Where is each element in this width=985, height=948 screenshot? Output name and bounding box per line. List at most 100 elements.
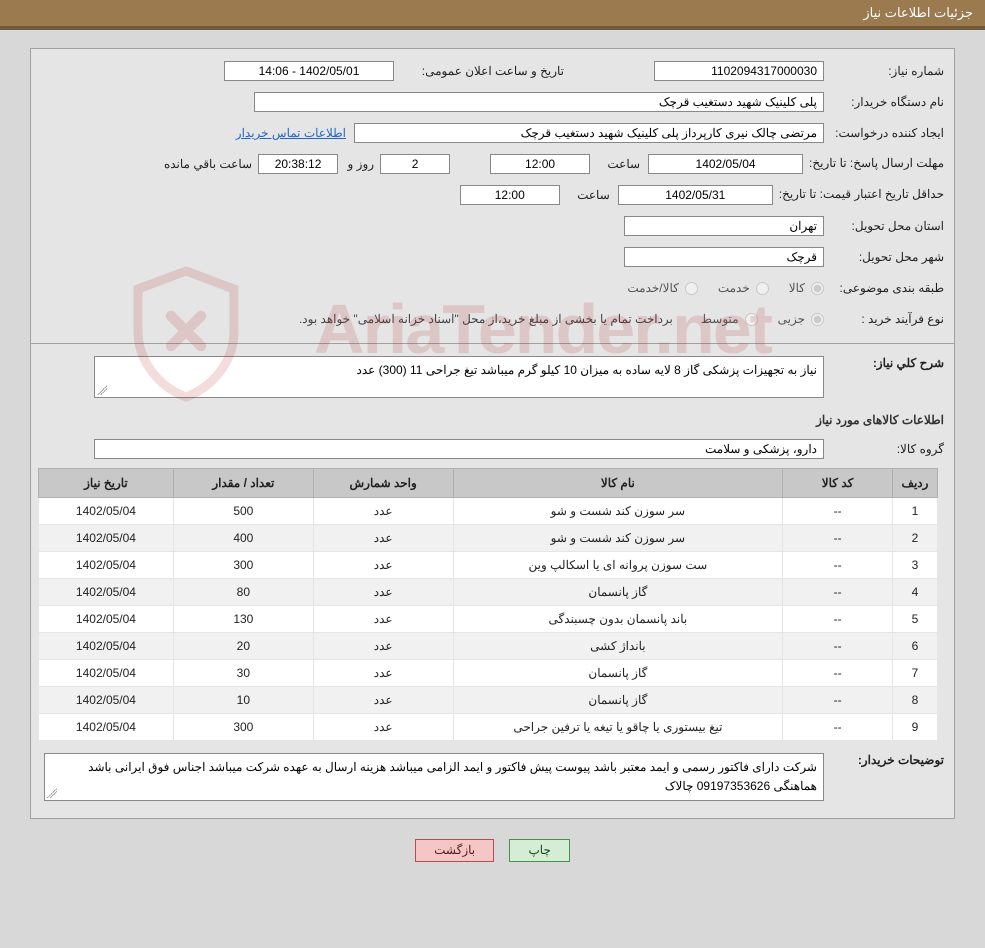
need-number: 1102094317000030	[654, 61, 824, 81]
radio-medium[interactable]: متوسط	[701, 312, 758, 326]
cell-row: 6	[893, 633, 938, 660]
cell-name: سر سوزن کند شست و شو	[453, 525, 783, 552]
th-row: ردیف	[893, 469, 938, 498]
cell-name: تیغ بیستوری یا چاقو یا تیغه یا ترفین جرا…	[453, 714, 783, 741]
cell-qty: 20	[173, 633, 313, 660]
radio-goods[interactable]: کالا	[789, 281, 824, 295]
deadline-label: مهلت ارسال پاسخ: تا تاریخ:	[803, 156, 944, 172]
cell-unit: عدد	[313, 660, 453, 687]
cell-code: --	[783, 660, 893, 687]
cell-qty: 400	[173, 525, 313, 552]
announce-date: 14:06 - 1402/05/01	[224, 61, 394, 81]
cell-name: بانداژ کشی	[453, 633, 783, 660]
print-button[interactable]: چاپ	[509, 839, 569, 862]
radio-service-label: خدمت	[718, 281, 750, 295]
cell-code: --	[783, 606, 893, 633]
items-table: ردیف کد کالا نام کالا واحد شمارش تعداد /…	[38, 468, 938, 741]
contact-link[interactable]: اطلاعات تماس خریدار	[236, 126, 346, 140]
province-label: استان محل تحویل:	[824, 219, 944, 233]
cell-unit: عدد	[313, 633, 453, 660]
table-row: 8--گاز پانسمانعدد101402/05/04	[39, 687, 938, 714]
buyer-org: پلی کلینیک شهید دستغیب قرچک	[254, 92, 824, 112]
cell-qty: 500	[173, 498, 313, 525]
cell-code: --	[783, 552, 893, 579]
radio-partial[interactable]: جزیی	[778, 312, 824, 326]
validity-date: 1402/05/31	[618, 185, 773, 205]
cell-row: 2	[893, 525, 938, 552]
buyer-notes-label: توضیحات خریدار:	[824, 753, 944, 767]
city-label: شهر محل تحویل:	[824, 250, 944, 264]
cell-date: 1402/05/04	[39, 498, 174, 525]
cell-name: باند پانسمان بدون چسبندگی	[453, 606, 783, 633]
need-number-label: شماره نیاز:	[824, 64, 944, 78]
delivery-province: تهران	[624, 216, 824, 236]
page-title: جزئیات اطلاعات نیاز	[863, 5, 973, 21]
cell-name: گاز پانسمان	[453, 579, 783, 606]
buyer-notes-text: شرکت دارای فاکتور رسمی و ایمد معتبر باشد…	[88, 760, 817, 793]
cell-unit: عدد	[313, 714, 453, 741]
cell-unit: عدد	[313, 552, 453, 579]
cell-name: سر سوزن کند شست و شو	[453, 498, 783, 525]
summary-label: شرح کلي نياز:	[824, 356, 944, 370]
cell-date: 1402/05/04	[39, 660, 174, 687]
deadline-date: 1402/05/04	[648, 154, 803, 174]
need-summary-text: نیاز به تجهیزات پزشکی گاز 8 لایه ساده به…	[357, 363, 818, 377]
radio-goods-service-label: کالا/خدمت	[627, 281, 678, 295]
time-label-2: ساعت	[560, 188, 610, 202]
th-name: نام کالا	[453, 469, 783, 498]
back-button[interactable]: بازگشت	[415, 839, 494, 862]
radio-service[interactable]: خدمت	[718, 281, 769, 295]
button-row: چاپ بازگشت	[0, 829, 985, 870]
buyer-notes: شرکت دارای فاکتور رسمی و ایمد معتبر باشد…	[44, 753, 824, 801]
days-remaining: 2	[380, 154, 450, 174]
cell-code: --	[783, 714, 893, 741]
deadline-time: 12:00	[490, 154, 590, 174]
table-row: 2--سر سوزن کند شست و شوعدد4001402/05/04	[39, 525, 938, 552]
payment-note: برداخت تمام یا بخشی از مبلغ خرید،از محل …	[299, 312, 673, 326]
buyer-org-label: نام دستگاه خریدار:	[824, 95, 944, 109]
radio-goods-label: کالا	[789, 281, 805, 295]
main-panel: AriaTender.net شماره نیاز: 1102094317000…	[30, 48, 955, 819]
table-row: 3--ست سوزن پروانه ای یا اسکالپ وینعدد300…	[39, 552, 938, 579]
hours-remaining-label: ساعت باقي مانده	[152, 157, 252, 171]
cell-name: ست سوزن پروانه ای یا اسکالپ وین	[453, 552, 783, 579]
cell-date: 1402/05/04	[39, 687, 174, 714]
group-label: گروه کالا:	[824, 442, 944, 456]
cell-qty: 300	[173, 714, 313, 741]
cell-unit: عدد	[313, 525, 453, 552]
need-summary: نیاز به تجهیزات پزشکی گاز 8 لایه ساده به…	[94, 356, 824, 398]
cell-qty: 300	[173, 552, 313, 579]
requester: مرتضی چالک نیری کارپرداز پلی کلینیک شهید…	[354, 123, 824, 143]
cell-row: 5	[893, 606, 938, 633]
cell-date: 1402/05/04	[39, 633, 174, 660]
group-value: دارو، پزشکی و سلامت	[94, 439, 824, 459]
cell-qty: 80	[173, 579, 313, 606]
cell-unit: عدد	[313, 498, 453, 525]
items-title: اطلاعات کالاهای مورد نیاز	[41, 405, 944, 437]
cell-code: --	[783, 525, 893, 552]
cell-date: 1402/05/04	[39, 525, 174, 552]
delivery-city: قرچک	[624, 247, 824, 267]
cell-date: 1402/05/04	[39, 579, 174, 606]
table-row: 1--سر سوزن کند شست و شوعدد5001402/05/04	[39, 498, 938, 525]
cell-code: --	[783, 633, 893, 660]
cell-unit: عدد	[313, 687, 453, 714]
radio-goods-service[interactable]: کالا/خدمت	[627, 281, 697, 295]
radio-partial-label: جزیی	[778, 312, 805, 326]
cell-row: 8	[893, 687, 938, 714]
table-row: 7--گاز پانسمانعدد301402/05/04	[39, 660, 938, 687]
cell-code: --	[783, 579, 893, 606]
page-header: جزئیات اطلاعات نیاز	[0, 0, 985, 30]
cell-qty: 30	[173, 660, 313, 687]
validity-time: 12:00	[460, 185, 560, 205]
cell-unit: عدد	[313, 579, 453, 606]
th-date: تاریخ نیاز	[39, 469, 174, 498]
table-row: 5--باند پانسمان بدون چسبندگیعدد1301402/0…	[39, 606, 938, 633]
table-row: 6--بانداژ کشیعدد201402/05/04	[39, 633, 938, 660]
time-label-1: ساعت	[590, 157, 640, 171]
days-and-label: روز و	[338, 157, 374, 171]
cell-row: 9	[893, 714, 938, 741]
requester-label: ایجاد کننده درخواست:	[824, 126, 944, 140]
announce-date-label: تاریخ و ساعت اعلان عمومی:	[394, 64, 564, 78]
cell-row: 1	[893, 498, 938, 525]
